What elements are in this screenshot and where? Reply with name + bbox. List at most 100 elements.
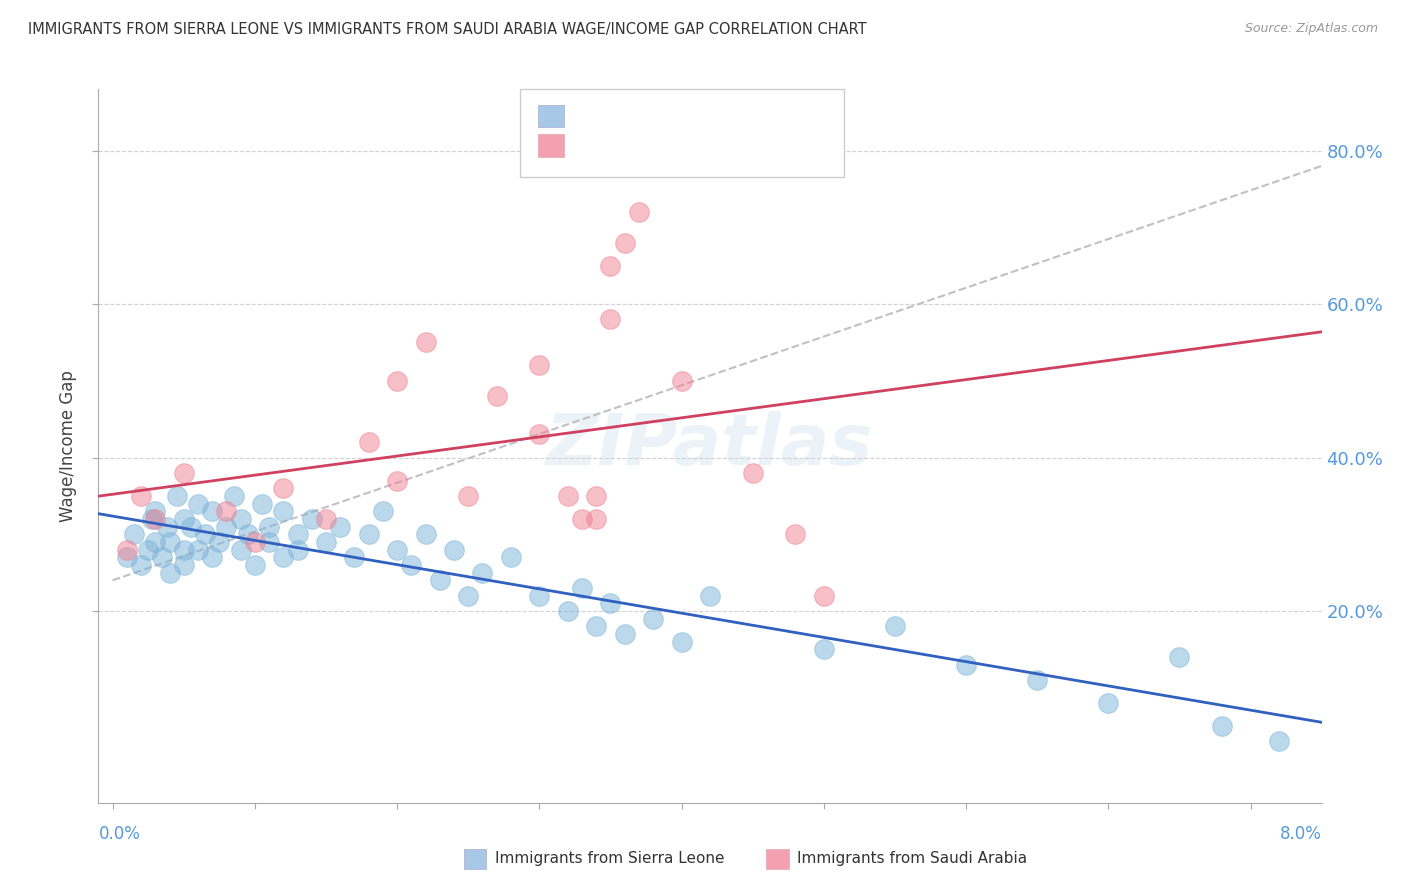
Point [243, 535, 266, 549]
Point [785, 527, 807, 541]
Point [599, 259, 621, 273]
Point [180, 519, 202, 533]
Text: 0.0%: 0.0% [98, 825, 141, 843]
Point [699, 589, 721, 603]
Point [129, 489, 152, 503]
Point [357, 527, 380, 541]
Point [371, 504, 394, 518]
Point [166, 489, 188, 503]
Point [187, 497, 209, 511]
Point [115, 542, 138, 557]
Point [385, 542, 408, 557]
Point [1268, 734, 1291, 748]
Point [813, 589, 835, 603]
Point [257, 519, 280, 533]
Point [141, 512, 163, 526]
Point [485, 389, 508, 403]
Point [329, 519, 352, 533]
Point [529, 359, 551, 373]
Text: Immigrants from Saudi Arabia: Immigrants from Saudi Arabia [797, 851, 1028, 865]
Point [643, 612, 665, 626]
Point [585, 512, 607, 526]
Point [613, 627, 636, 641]
Point [173, 466, 195, 480]
Point [385, 474, 408, 488]
Point [173, 542, 195, 557]
Point [385, 374, 408, 388]
Point [250, 497, 273, 511]
Point [571, 512, 593, 526]
Point [173, 558, 195, 572]
Point [243, 558, 266, 572]
Point [229, 512, 252, 526]
Point [401, 558, 423, 572]
Point [215, 519, 238, 533]
Point [671, 634, 693, 648]
Point [457, 589, 479, 603]
Point [159, 535, 181, 549]
Point [357, 435, 380, 450]
Text: R = -0.432  N = 66: R = -0.432 N = 66 [572, 109, 745, 123]
Point [236, 527, 259, 541]
Point [152, 550, 174, 565]
Point [457, 489, 479, 503]
Point [627, 205, 650, 219]
Point [201, 550, 224, 565]
Point [557, 604, 579, 618]
Point [884, 619, 907, 633]
Text: R =  0.348  N = 28: R = 0.348 N = 28 [572, 138, 745, 153]
Text: ZIPatlas: ZIPatlas [547, 411, 873, 481]
Point [585, 619, 607, 633]
Point [194, 527, 217, 541]
Point [273, 481, 295, 495]
Point [122, 527, 145, 541]
Point [136, 542, 159, 557]
Point [187, 542, 209, 557]
Point [143, 512, 166, 526]
Point [443, 542, 465, 557]
Point [529, 589, 551, 603]
Point [173, 512, 195, 526]
Point [257, 535, 280, 549]
Point [557, 489, 579, 503]
Text: IMMIGRANTS FROM SIERRA LEONE VS IMMIGRANTS FROM SAUDI ARABIA WAGE/INCOME GAP COR: IMMIGRANTS FROM SIERRA LEONE VS IMMIGRAN… [28, 22, 866, 37]
Y-axis label: Wage/Income Gap: Wage/Income Gap [59, 370, 77, 522]
Point [599, 596, 621, 610]
Text: Source: ZipAtlas.com: Source: ZipAtlas.com [1244, 22, 1378, 36]
Point [222, 489, 245, 503]
Point [499, 550, 522, 565]
Point [471, 566, 494, 580]
Point [1026, 673, 1049, 687]
Point [208, 535, 231, 549]
Point [1211, 719, 1233, 733]
Point [415, 335, 437, 350]
Point [287, 527, 309, 541]
Point [215, 504, 238, 518]
Point [415, 527, 437, 541]
Point [143, 504, 166, 518]
Point [129, 558, 152, 572]
Point [343, 550, 366, 565]
Point [156, 519, 179, 533]
Point [529, 427, 551, 442]
Point [1168, 650, 1191, 665]
Point [273, 504, 295, 518]
Point [571, 581, 593, 595]
Point [201, 504, 224, 518]
Text: Immigrants from Sierra Leone: Immigrants from Sierra Leone [495, 851, 724, 865]
Point [115, 550, 138, 565]
Point [671, 374, 693, 388]
Point [585, 489, 607, 503]
Point [301, 512, 323, 526]
Point [229, 542, 252, 557]
Point [143, 535, 166, 549]
Point [287, 542, 309, 557]
Point [315, 512, 337, 526]
Text: 8.0%: 8.0% [1279, 825, 1322, 843]
Point [159, 566, 181, 580]
Point [813, 642, 835, 657]
Point [429, 574, 451, 588]
Point [613, 235, 636, 250]
Point [315, 535, 337, 549]
Point [741, 466, 763, 480]
